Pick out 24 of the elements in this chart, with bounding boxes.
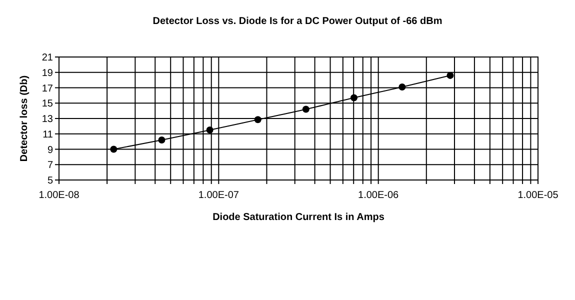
y-tick-label: 11 — [42, 129, 54, 140]
y-tick-label: 21 — [42, 52, 54, 64]
y-tick-label: 13 — [42, 114, 54, 125]
x-tick-label: 1.00E-06 — [358, 190, 400, 201]
point — [254, 116, 262, 124]
y-tick-label: 9 — [47, 144, 54, 156]
y-tick-label: 19 — [42, 68, 54, 79]
point — [158, 136, 166, 144]
point — [398, 83, 406, 90]
x-tick-label: 1.00E-08 — [38, 190, 80, 201]
y-tick-label: 7 — [47, 160, 54, 172]
x-tick-label: 1.00E-07 — [198, 190, 240, 201]
point — [206, 126, 214, 134]
x-tick-label: 1.00E-05 — [518, 190, 559, 201]
point — [350, 94, 358, 102]
y-axis-title: Detector loss (Db) — [19, 75, 30, 162]
point — [302, 106, 310, 113]
point — [110, 146, 118, 153]
y-tick-label: 17 — [42, 83, 54, 94]
x-axis-title: Diode Saturation Current Is in Amps — [212, 212, 385, 223]
chart-title: Detector Loss vs. Diode Is for a DC Power Output of -66 dBm — [152, 16, 442, 27]
y-tick-label: 5 — [47, 176, 54, 186]
y-tick-label: 15 — [42, 98, 54, 110]
point — [446, 72, 454, 79]
